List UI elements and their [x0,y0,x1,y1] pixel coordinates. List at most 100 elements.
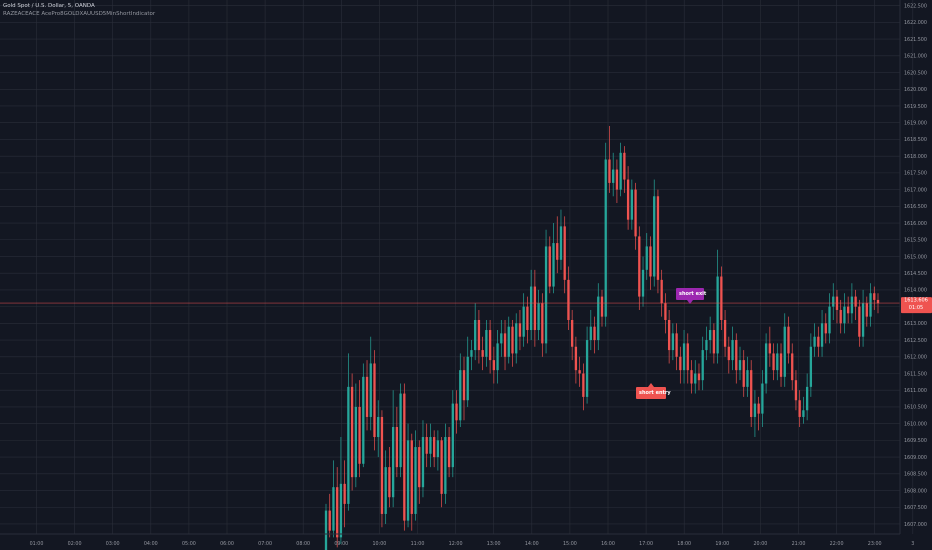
candle-body [377,416,380,438]
last-price-tag-box [901,297,932,314]
candle-body [861,303,865,337]
candle-body [444,437,447,494]
indicator-title[interactable]: RAZEACEACE AcePro8GOLDXAUUSD5MinShortInd… [3,10,156,17]
candle-body [358,406,361,464]
price-tick-label: 1622.000 [904,20,927,26]
candle-body [798,400,801,417]
symbol-title[interactable]: Gold Spot / U.S. Dollar, 5, OANDA [3,3,95,9]
price-tick-label: 1610.000 [904,421,927,427]
time-tick-label: 23:00 [868,541,882,547]
candle-body [559,226,563,260]
time-tick-label: 15:00 [563,541,577,547]
grid [0,0,914,534]
price-axis[interactable]: 1622.500 1622.000 1621.500 1621.000 1620.500… [904,3,927,527]
candle-body [679,356,682,371]
price-tick-label: 1617.500 [904,171,927,177]
candle-body [817,336,820,347]
chart-legend[interactable]: Gold Spot / U.S. Dollar, 5, OANDA RAZEAC… [3,3,155,18]
time-tick-label: 3 [911,541,914,547]
candle-body [522,306,525,337]
candle-body [343,483,346,504]
candle-body [395,426,399,468]
candle-body [388,467,391,498]
candle-body [761,383,764,414]
candle-body [723,319,727,347]
candle-body [634,189,637,237]
candle-body [500,333,503,344]
candle-body [597,296,600,341]
candle-body [328,510,331,531]
price-tick-label: 1608.000 [904,488,927,494]
candle-body [578,370,581,374]
candle-body [865,303,868,317]
candle-body [369,363,372,417]
candle-body [742,360,745,387]
candle-body [399,393,402,468]
candle-body [481,350,484,357]
price-tick-label: 1612.000 [904,355,927,361]
candle-body [518,323,522,337]
candle-body [433,437,436,458]
candle-body [585,340,589,397]
candle-body [671,333,675,351]
candle-body [507,326,510,357]
time-tick-label: 09:00 [334,541,348,547]
last-price-tag: 1613.606 01:05 [901,297,932,314]
candle-body [440,440,443,494]
time-tick-label: 20:00 [753,541,767,547]
candle-body [690,370,693,384]
price-tick-label: 1611.500 [904,371,927,377]
time-tick-label: 01:00 [30,541,44,547]
candle-body [406,440,410,521]
candle-body [526,306,529,331]
time-tick-label: 10:00 [372,541,386,547]
candle-body [350,386,354,478]
candle-body [496,343,499,371]
price-tick-label: 1615.000 [904,254,927,260]
price-tick-label: 1608.500 [904,472,927,478]
candle-body [421,437,425,488]
price-tick-label: 1618.000 [904,154,927,160]
candle-body [664,303,667,320]
candle-body [802,410,805,417]
candle-body [820,323,824,347]
candle-body [488,330,492,361]
candle-body [354,406,357,478]
candle-body [828,306,831,334]
candle-body [805,386,809,411]
time-axis[interactable]: 01:00 02:00 03:00 04:00 05:00 06:00 07:00 08:00… [30,541,915,547]
candle-body [682,343,686,371]
candle-body [686,343,689,371]
price-tick-label: 1607.500 [904,505,927,511]
candle-body [641,269,645,297]
candle-body [645,246,648,270]
candle-body [779,353,783,377]
candle-body [503,333,507,357]
candle-body [757,403,760,414]
price-tick-label: 1611.000 [904,388,927,394]
candle-body [593,326,596,341]
price-tick-label: 1609.000 [904,455,927,461]
candle-body [470,350,473,357]
time-tick-label: 12:00 [449,541,463,547]
candle-body [582,373,585,397]
time-tick-label: 08:00 [296,541,310,547]
candle-body [574,346,578,371]
price-tick-label: 1622.500 [904,3,927,9]
candle-body [768,343,771,354]
candle-body [876,299,880,304]
candle-body [824,323,827,334]
candle-body [731,340,734,361]
candle-body [776,353,779,371]
candle-body [571,319,574,347]
time-tick-label: 18:00 [677,541,691,547]
price-tick-label: 1616.000 [904,221,927,227]
candle-body [511,326,514,354]
candle-body [492,360,495,371]
candle-body [847,306,850,314]
candle-body [873,293,876,300]
candle-body [485,330,488,357]
candle-body [619,152,622,190]
candle-body [727,346,730,361]
